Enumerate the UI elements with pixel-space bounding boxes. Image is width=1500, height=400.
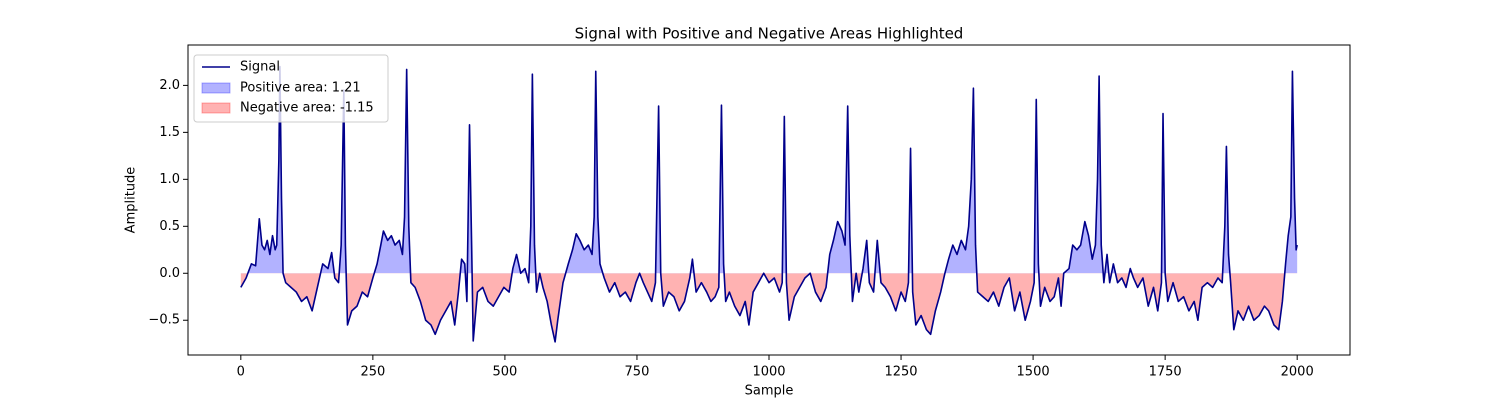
- x-tick-label: 2000: [1281, 365, 1314, 380]
- x-axis-label: Sample: [745, 384, 794, 399]
- legend-swatch: [201, 82, 231, 94]
- plot-frame: [187, 44, 1351, 356]
- y-axis-label: Amplitude: [124, 167, 139, 234]
- y-tick-label: 0.5: [159, 219, 180, 234]
- chart-title: Signal with Positive and Negative Areas …: [575, 25, 964, 43]
- y-tick-label: 1.5: [159, 125, 180, 140]
- x-tick-label: 1000: [752, 365, 785, 380]
- legend-label: Positive area: 1.21: [240, 81, 361, 96]
- x-tick-label: 0: [237, 365, 245, 380]
- legend-label: Negative area: -1.15: [240, 101, 374, 116]
- y-tick-label: 1.0: [159, 172, 180, 187]
- x-tick-label: 500: [492, 365, 517, 380]
- x-tick-label: 750: [625, 365, 650, 380]
- negative-area: [240, 273, 1298, 342]
- y-tick-label: −0.5: [148, 313, 180, 328]
- y-tick-label: 2.0: [159, 78, 180, 93]
- signal-line: [240, 65, 1298, 343]
- x-tick-label: 1250: [884, 365, 917, 380]
- x-tick-label: 1500: [1017, 365, 1050, 380]
- x-tick-label: 1750: [1149, 365, 1182, 380]
- positive-area: [247, 66, 1298, 274]
- y-tick-label: 0.0: [159, 266, 180, 281]
- x-tick-label: 250: [360, 365, 385, 380]
- legend-label: Signal: [240, 60, 280, 75]
- legend-box: [193, 54, 389, 123]
- legend-swatch: [201, 102, 231, 114]
